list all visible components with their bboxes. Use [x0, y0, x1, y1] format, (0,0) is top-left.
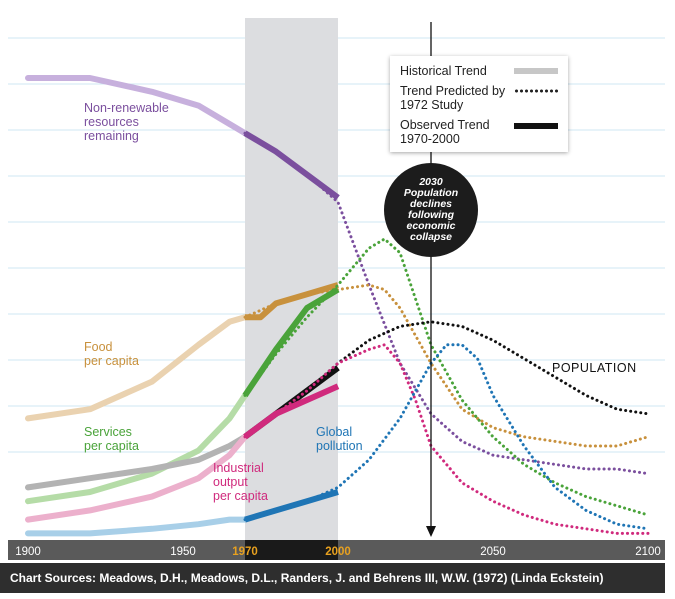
x-tick-label: 1950: [170, 546, 196, 558]
label-pollution: Global pollution: [316, 425, 363, 453]
legend: Historical Trend Trend Predicted by 1972…: [390, 56, 568, 152]
legend-historical-label: Historical Trend: [400, 64, 487, 78]
legend-historical-swatch: [514, 68, 558, 74]
series-historical-line: [25, 433, 248, 491]
source-caption: Chart Sources: Meadows, D.H., Meadows, D…: [0, 563, 665, 593]
series-observed-line: [244, 489, 339, 523]
series-lines: [25, 75, 650, 537]
x-axis-period-bar: [245, 540, 338, 560]
label-nonrenewable: Non-renewable resources remaining: [84, 101, 169, 143]
series-predicted-line: [243, 343, 650, 535]
series-observed-line: [243, 130, 340, 201]
label-food: Food per capita: [84, 340, 139, 368]
x-tick-label: 2050: [480, 546, 506, 558]
legend-predicted-swatch: [514, 89, 558, 93]
series-historical-line: [25, 516, 248, 537]
series-historical-line: [25, 433, 248, 523]
label-services: Services per capita: [84, 425, 139, 453]
label-industrial: Industrial output per capita: [213, 461, 268, 503]
label-population: POPULATION: [552, 361, 637, 375]
series-observed-line: [245, 282, 339, 321]
legend-observed-swatch: [514, 123, 558, 129]
x-tick-label: 1900: [15, 546, 41, 558]
historical-period-shade: [245, 18, 338, 540]
series-observed-line: [243, 383, 340, 440]
marker-2030-arrow: [426, 526, 436, 537]
series-predicted-line: [243, 320, 650, 439]
x-tick-label: 1970: [232, 546, 258, 558]
legend-predicted-label: Trend Predicted by 1972 Study: [400, 84, 506, 112]
legend-observed-label: Observed Trend 1970-2000: [400, 118, 490, 146]
series-historical-line: [25, 314, 248, 422]
callout-2030: 2030 Population declines following econo…: [384, 163, 478, 257]
series-observed-line: [242, 287, 340, 398]
x-tick-label: 2000: [325, 546, 351, 558]
x-axis-ticks: 1900 1950 1970 2000 2050 2100: [15, 546, 661, 558]
series-historical-line: [25, 75, 248, 137]
x-tick-label: 2100: [635, 546, 661, 558]
